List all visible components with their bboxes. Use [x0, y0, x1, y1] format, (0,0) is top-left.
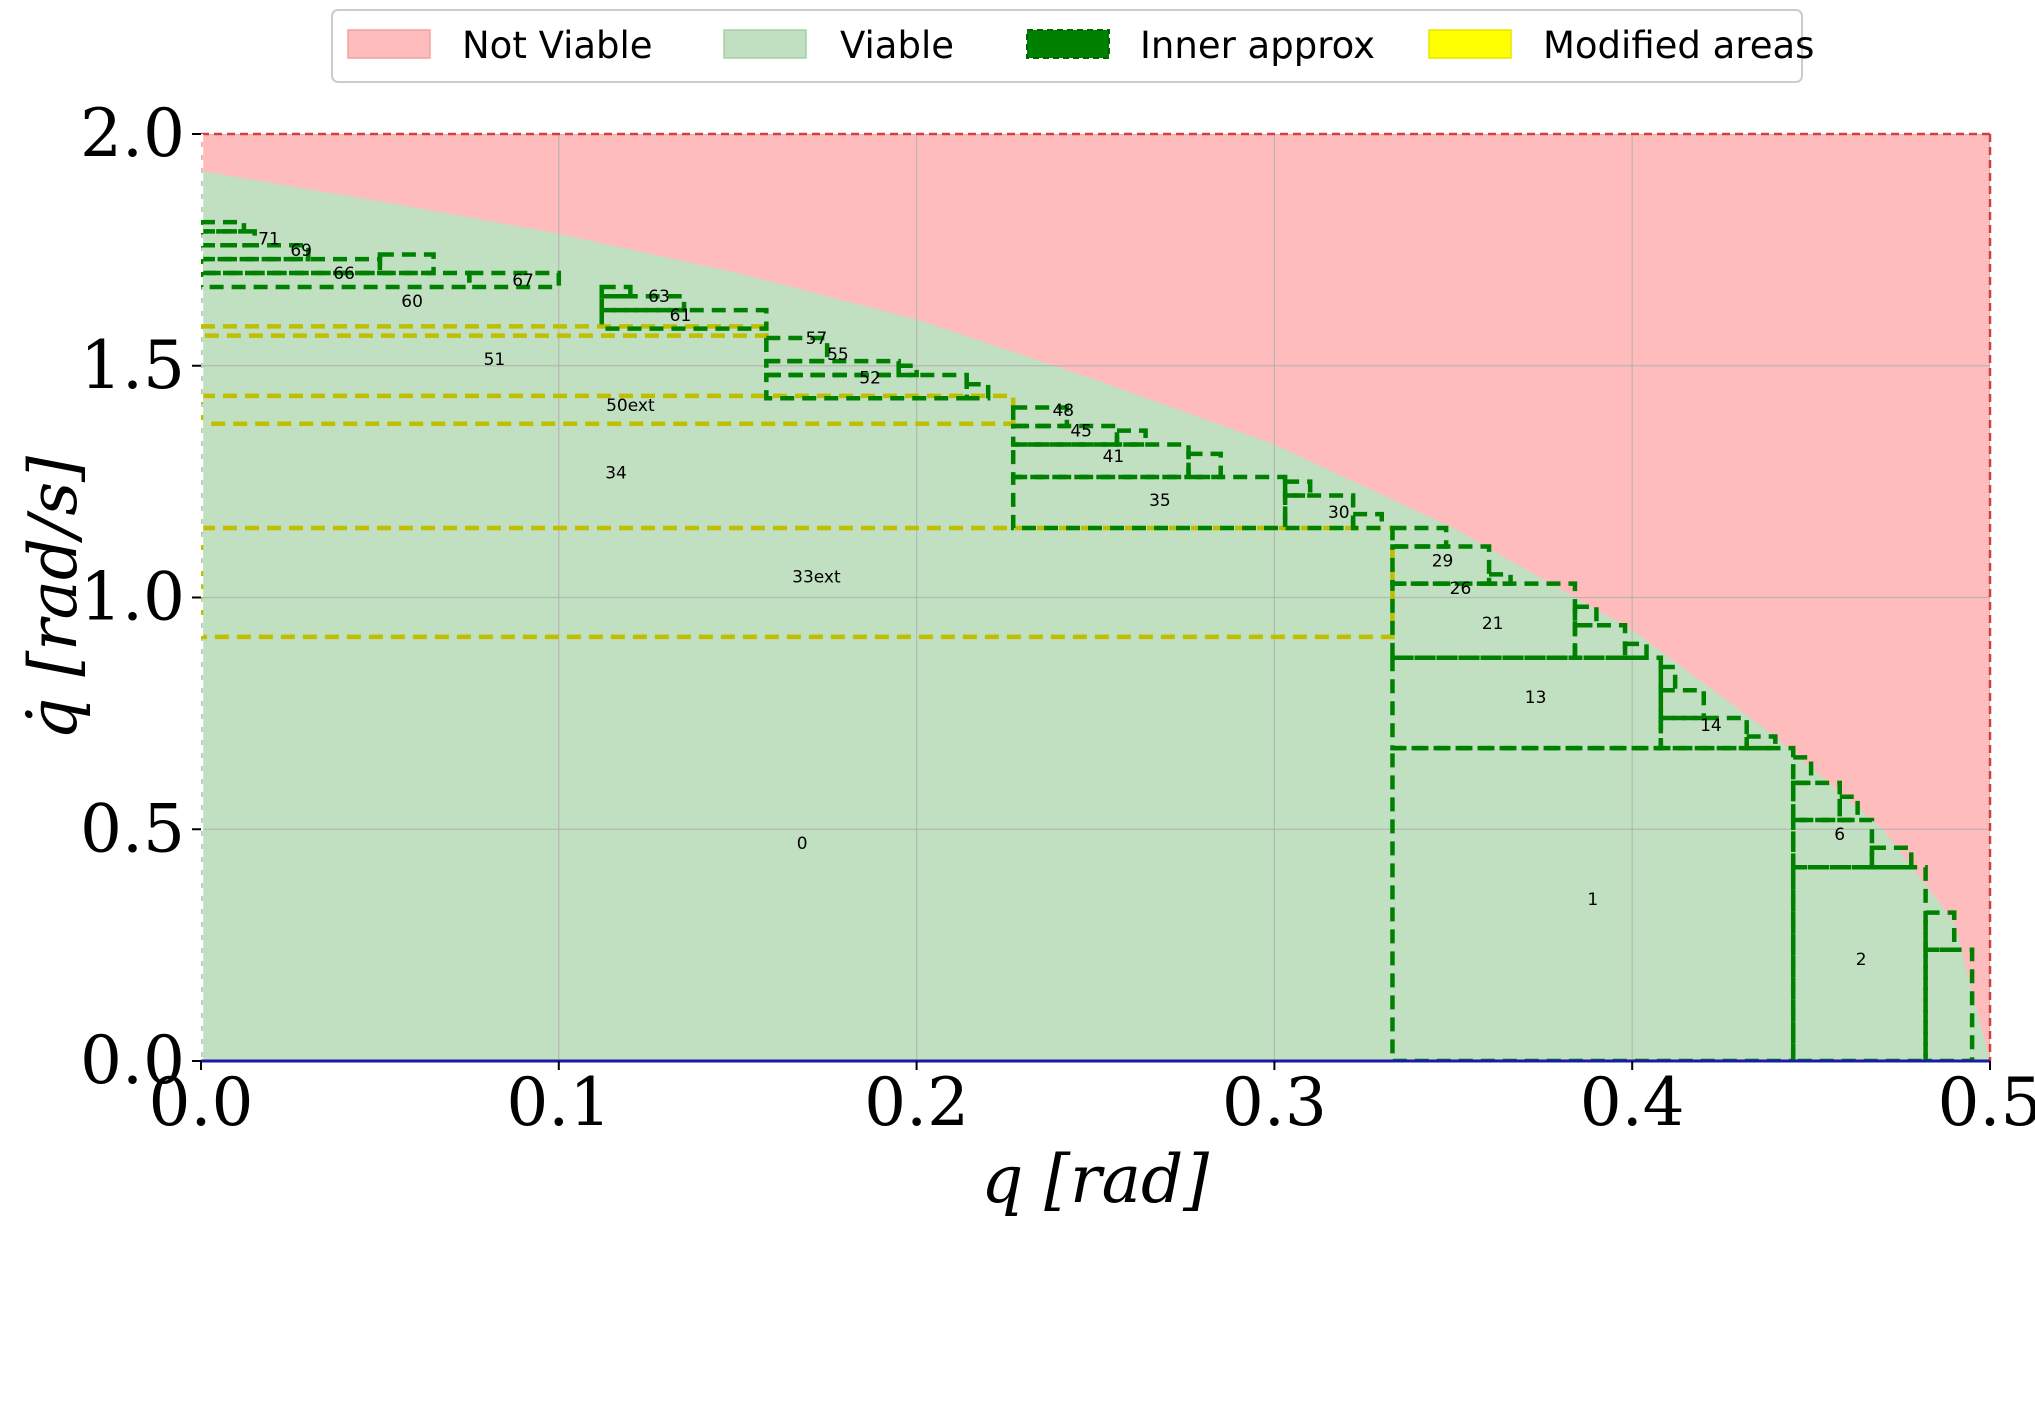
- inner-box: [1114, 428, 1148, 447]
- legend: Not Viable Viable Inner approx Modified …: [331, 9, 1814, 83]
- inner-box: [1744, 734, 1778, 751]
- inner-box: [964, 382, 991, 401]
- inner-box: [1282, 479, 1313, 498]
- region-label: 57: [806, 329, 828, 349]
- inner-box: [1622, 641, 1649, 661]
- x-tick-label: 0.3: [1222, 1064, 1327, 1141]
- region-label: 35: [1149, 491, 1171, 511]
- region-label: 0: [797, 834, 808, 854]
- plot-area: 012613142126293033ext343541454850ext5152…: [80, 95, 2035, 1141]
- inner-box: [1790, 817, 1875, 870]
- inner-box: [1658, 664, 1678, 693]
- region-label: 33ext: [792, 568, 841, 588]
- legend-swatch-viable: [723, 29, 807, 59]
- region-label: 52: [859, 368, 881, 388]
- region-label: 71: [258, 229, 280, 249]
- inner-box: [1572, 604, 1599, 628]
- inner-box: [1572, 623, 1628, 661]
- x-tick-label: 0.5: [1938, 1064, 2035, 1141]
- region-label: 69: [290, 241, 312, 261]
- y-axis-label: q̇ [rad/s]: [15, 456, 92, 740]
- inner-box: [1923, 910, 1957, 953]
- inner-box: [599, 284, 633, 299]
- inner-box: [377, 252, 436, 276]
- inner-box: [1790, 755, 1814, 786]
- region-label: 30: [1328, 503, 1350, 523]
- region-label: 66: [333, 264, 355, 284]
- legend-swatch-inner-approx: [1026, 29, 1110, 59]
- x-tick-label: 0.4: [1580, 1064, 1685, 1141]
- region-label: 50ext: [606, 396, 655, 416]
- inner-box: [599, 293, 687, 313]
- inner-box: [1010, 405, 1070, 429]
- inner-box: [1186, 451, 1223, 480]
- region-label: 13: [1525, 688, 1547, 708]
- inner-box: [1390, 525, 1449, 549]
- legend-label-viable: Viable: [840, 24, 954, 67]
- inner-box: [201, 219, 247, 234]
- region-labels: 012613142126293033ext343541454850ext5152…: [258, 229, 1866, 970]
- x-tick-label: 0.0: [149, 1064, 254, 1141]
- y-tick-label: 1.5: [80, 327, 185, 404]
- inner-box: [1390, 655, 1664, 751]
- region-label: 51: [484, 350, 506, 370]
- x-tick-label: 0.2: [864, 1064, 969, 1141]
- inner-box: [1010, 442, 1191, 480]
- x-tick-label: 0.1: [506, 1064, 611, 1141]
- region-label: 2: [1856, 950, 1867, 970]
- legend-label-modified: Modified areas: [1543, 24, 1814, 67]
- inner-box: [896, 363, 919, 378]
- region-label: 1: [1587, 890, 1598, 910]
- grid: [201, 134, 1990, 1061]
- region-label: 34: [605, 463, 627, 483]
- region-label: 61: [670, 306, 692, 326]
- legend-swatch-modified: [1428, 29, 1512, 59]
- region-label: 60: [401, 292, 423, 312]
- inner-box: [1282, 493, 1356, 531]
- legend-swatch-not-viable: [347, 29, 431, 59]
- y-tick-label: 0.0: [80, 1022, 185, 1099]
- region-label: 45: [1070, 422, 1092, 442]
- axis-ticks: 0.0 0.1 0.2 0.3 0.4 0.5 0.0 0.5 1.0 1.5 2.0: [80, 95, 2035, 1141]
- region-label: 26: [1450, 579, 1472, 599]
- y-tick-label: 2.0: [80, 95, 185, 172]
- region-label: 6: [1834, 825, 1845, 845]
- region-label: 48: [1052, 401, 1074, 421]
- region-label: 41: [1103, 447, 1125, 467]
- inner-box: [764, 335, 830, 364]
- legend-label-inner-approx: Inner approx: [1140, 24, 1375, 67]
- inner-box: [1790, 780, 1842, 823]
- region-label: 55: [827, 345, 849, 365]
- region-label: 14: [1700, 716, 1722, 736]
- inner-box: [1837, 794, 1860, 823]
- region-label: 63: [648, 287, 670, 307]
- x-axis-label: q [rad]: [981, 1141, 1209, 1218]
- region-label: 21: [1482, 614, 1504, 634]
- y-tick-label: 1.0: [80, 559, 185, 636]
- viable-region: [201, 171, 1990, 1062]
- legend-label-not-viable: Not Viable: [462, 24, 653, 67]
- y-tick-label: 0.5: [80, 790, 185, 867]
- inner-box: [599, 307, 769, 331]
- inner-box: [1869, 845, 1914, 870]
- inner-approximation: [201, 219, 1975, 1061]
- region-label: 67: [512, 271, 534, 291]
- inner-box: [1350, 511, 1384, 531]
- inner-box: [467, 270, 562, 290]
- inner-box: [1486, 572, 1513, 586]
- region-label: 29: [1432, 551, 1454, 571]
- inner-box: [1658, 715, 1749, 751]
- inner-box: [1658, 687, 1707, 721]
